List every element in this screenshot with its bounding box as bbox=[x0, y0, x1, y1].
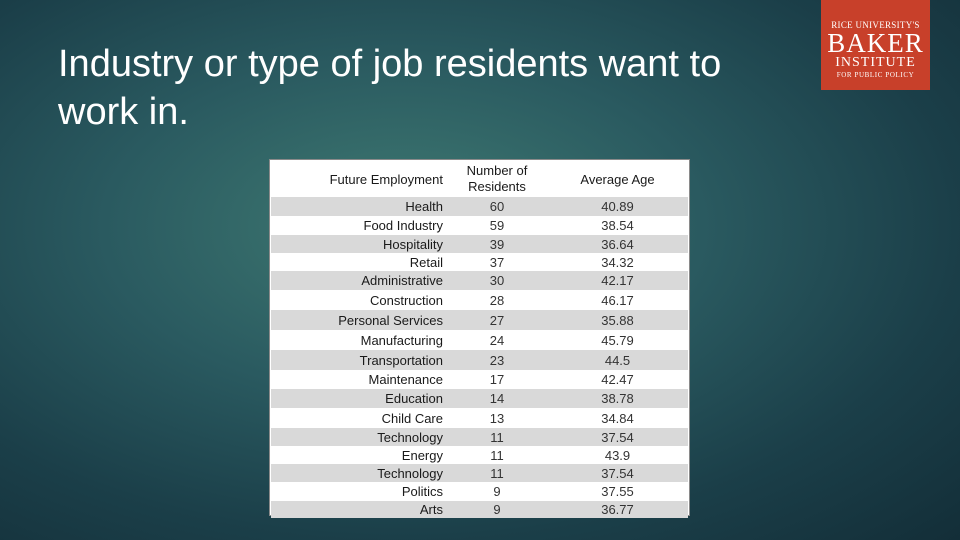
cell-employment: Personal Services bbox=[338, 312, 443, 328]
table-row: Health 60 40.89 bbox=[271, 197, 688, 216]
cell-average-age: 40.89 bbox=[601, 199, 634, 214]
cell-residents: 60 bbox=[489, 199, 505, 214]
table-row: Manufacturing 24 45.79 bbox=[271, 330, 688, 350]
header-number-of-residents: Number of Residents bbox=[466, 163, 528, 194]
table-row: Personal Services 27 35.88 bbox=[271, 310, 688, 330]
cell-employment: Technology bbox=[377, 429, 443, 445]
cell-average-age: 37.55 bbox=[601, 484, 634, 499]
cell-employment: Construction bbox=[370, 292, 443, 308]
cell-residents: 11 bbox=[490, 429, 504, 445]
cell-residents: 27 bbox=[489, 312, 505, 328]
cell-average-age: 44.5 bbox=[604, 352, 631, 368]
logo-line-2: BAKER bbox=[827, 28, 924, 58]
table-row: Energy 11 43.9 bbox=[271, 446, 688, 464]
cell-average-age: 34.32 bbox=[601, 254, 634, 270]
cell-employment: Politics bbox=[401, 484, 443, 499]
cell-average-age: 37.54 bbox=[601, 465, 634, 481]
cell-average-age: 38.54 bbox=[601, 218, 634, 233]
cell-employment: Child Care bbox=[381, 410, 443, 426]
cell-employment: Administrative bbox=[361, 273, 443, 288]
cell-employment: Arts bbox=[419, 502, 443, 517]
table-row: Construction 28 46.17 bbox=[271, 290, 688, 310]
cell-average-age: 42.47 bbox=[601, 372, 634, 387]
cell-residents: 28 bbox=[489, 292, 505, 308]
cell-residents: 39 bbox=[489, 236, 505, 252]
header-average-age: Average Age bbox=[580, 171, 655, 187]
cell-residents: 17 bbox=[489, 372, 505, 387]
cell-residents: 24 bbox=[489, 332, 505, 348]
cell-residents: 59 bbox=[489, 218, 505, 233]
cell-employment: Maintenance bbox=[368, 372, 443, 387]
cell-employment: Transportation bbox=[359, 352, 443, 368]
logo-line-4: FOR PUBLIC POLICY bbox=[836, 71, 915, 79]
table-row: Arts 9 36.77 bbox=[271, 501, 688, 518]
logo-line-3: INSTITUTE bbox=[835, 55, 916, 70]
employment-table: Future Employment Number of Residents Av… bbox=[269, 159, 690, 518]
cell-residents: 37 bbox=[489, 254, 505, 270]
cell-residents: 11 bbox=[490, 465, 504, 481]
cell-average-age: 36.64 bbox=[601, 236, 634, 252]
cell-average-age: 38.78 bbox=[601, 391, 634, 406]
table-row: Food Industry 59 38.54 bbox=[271, 216, 688, 235]
cell-employment: Food Industry bbox=[363, 218, 444, 233]
cell-residents: 30 bbox=[489, 273, 505, 288]
table-row: Education 14 38.78 bbox=[271, 389, 688, 408]
cell-employment: Technology bbox=[377, 465, 443, 481]
table-row: Maintenance 17 42.47 bbox=[271, 370, 688, 389]
cell-residents: 11 bbox=[490, 447, 504, 463]
cell-employment: Education bbox=[385, 391, 443, 406]
cell-average-age: 34.84 bbox=[601, 410, 634, 426]
baker-institute-logo: RICE UNIVERSITY'S BAKER INSTITUTE FOR PU… bbox=[821, 0, 930, 90]
table-row: Administrative 30 42.17 bbox=[271, 271, 688, 290]
cell-average-age: 45.79 bbox=[601, 332, 634, 348]
cell-average-age: 42.17 bbox=[601, 273, 634, 288]
cell-average-age: 37.54 bbox=[601, 429, 634, 445]
cell-employment: Retail bbox=[409, 254, 443, 270]
table-row: Technology 11 37.54 bbox=[271, 428, 688, 446]
slide-title: Industry or type of job residents want t… bbox=[58, 43, 722, 133]
cell-average-age: 43.9 bbox=[604, 447, 631, 463]
cell-average-age: 36.77 bbox=[601, 502, 634, 517]
table-row: Hospitality 39 36.64 bbox=[271, 235, 688, 253]
table-row: Transportation 23 44.5 bbox=[271, 350, 688, 370]
cell-employment: Manufacturing bbox=[360, 332, 443, 348]
cell-employment: Energy bbox=[401, 447, 443, 463]
table-row: Politics 9 37.55 bbox=[271, 482, 688, 501]
cell-residents: 9 bbox=[493, 502, 501, 517]
table-row: Technology 11 37.54 bbox=[271, 464, 688, 482]
cell-residents: 23 bbox=[489, 352, 505, 368]
table-row: Retail 37 34.32 bbox=[271, 253, 688, 271]
cell-employment: Health bbox=[405, 199, 443, 214]
header-future-employment: Future Employment bbox=[329, 171, 443, 187]
cell-residents: 14 bbox=[489, 391, 505, 406]
cell-residents: 13 bbox=[489, 410, 505, 426]
cell-average-age: 46.17 bbox=[601, 292, 634, 308]
table-row: Child Care 13 34.84 bbox=[271, 408, 688, 428]
cell-residents: 9 bbox=[493, 484, 501, 499]
table-header-row: Future Employment Number of Residents Av… bbox=[271, 161, 688, 197]
table-body: Health 60 40.89 Food Industry 59 38.54 Hospita… bbox=[271, 197, 688, 518]
cell-average-age: 35.88 bbox=[601, 312, 634, 328]
cell-employment: Hospitality bbox=[383, 236, 443, 252]
logo-line-1: RICE UNIVERSITY'S bbox=[831, 20, 920, 30]
